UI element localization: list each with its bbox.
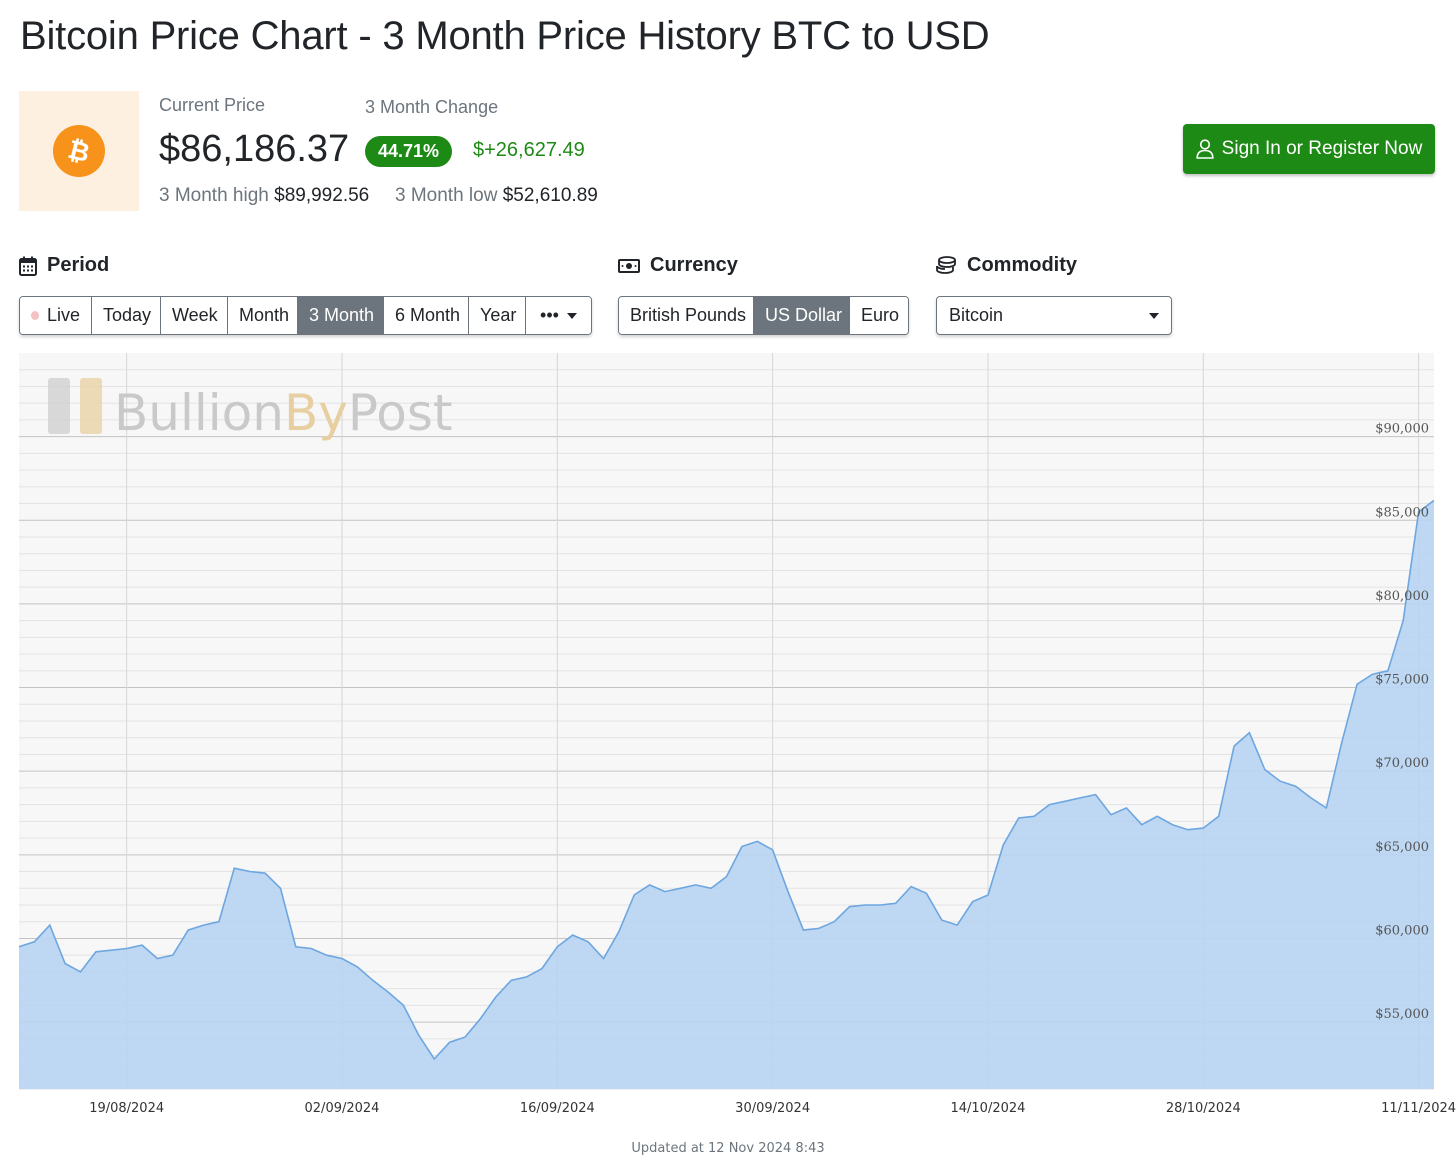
current-price: $86,186.37 [159, 128, 350, 170]
period-today-button[interactable]: Today [92, 297, 161, 334]
y-tick-label: $85,000 [1375, 505, 1429, 520]
y-tick-label: $60,000 [1375, 923, 1429, 938]
price-chart[interactable]: BullionByPost $55,000 $60,000 $65,000 $70,0… [0, 350, 1456, 1130]
commodity-select[interactable]: Bitcoin [936, 296, 1172, 335]
high-label: 3 Month high [159, 185, 269, 206]
x-tick-label: 30/09/2024 [735, 1101, 810, 1116]
current-price-label: Current Price [159, 95, 266, 115]
watermark-part2: By [284, 384, 348, 442]
sign-in-register-button[interactable]: Sign In or Register Now [1183, 124, 1435, 174]
period-button-group: Live Today Week Month 3 Month 6 Month Ye… [19, 296, 592, 335]
live-dot-icon [31, 311, 39, 320]
watermark-logo: BullionByPost [48, 378, 452, 442]
bitcoin-icon: ₿ [53, 125, 105, 177]
period-6-month-button[interactable]: 6 Month [384, 297, 469, 334]
x-tick-label: 14/10/2024 [950, 1101, 1025, 1116]
price-line [18, 499, 1435, 1061]
caret-down-icon [566, 312, 577, 319]
low-label: 3 Month low [395, 185, 498, 206]
currency-heading-label: Currency [650, 254, 738, 276]
period-month-label: Month [239, 305, 290, 325]
currency-usd-button[interactable]: US Dollar [754, 297, 850, 334]
period-heading-label: Period [47, 254, 110, 276]
currency-button-group: British Pounds US Dollar Euro [618, 296, 909, 335]
period-today-label: Today [103, 305, 152, 325]
three-month-high: 3 Month high $89,992.56 [159, 185, 369, 207]
period-more-dropdown[interactable]: ••• [526, 297, 591, 334]
calendar-icon [19, 256, 37, 276]
y-tick-label: $80,000 [1375, 589, 1429, 604]
updated-timestamp: Updated at 12 Nov 2024 8:43 [631, 1141, 825, 1156]
three-month-low: 3 Month low $52,610.89 [395, 185, 598, 207]
period-3-month-label: 3 Month [309, 305, 375, 325]
commodity-heading: Commodity [935, 254, 1077, 277]
svg-text:₿: ₿ [65, 135, 93, 167]
currency-eur-label: Euro [861, 305, 900, 325]
change-percent-badge: 44.71% [365, 136, 453, 167]
currency-usd-label: US Dollar [765, 305, 843, 325]
user-icon [1196, 139, 1214, 159]
sign-in-label: Sign In or Register Now [1221, 138, 1423, 159]
x-tick-label: 11/11/2024 [1381, 1101, 1456, 1116]
money-bill-icon [618, 258, 640, 273]
low-value: $52,610.89 [502, 185, 598, 206]
y-tick-label: $65,000 [1375, 840, 1429, 855]
currency-heading: Currency [618, 254, 738, 277]
period-month-button[interactable]: Month [228, 297, 298, 334]
coins-icon [936, 255, 956, 274]
period-6-month-label: 6 Month [395, 305, 461, 325]
y-tick-label: $90,000 [1375, 422, 1429, 437]
price-area-fill [19, 500, 1434, 1089]
currency-gbp-label: British Pounds [630, 305, 747, 325]
watermark-part1: Bullion [114, 384, 284, 442]
commodity-selected-value: Bitcoin [949, 305, 1004, 325]
period-year-button[interactable]: Year [469, 297, 526, 334]
price-chart-svg: BullionByPost $55,000 $60,000 $65,000 $70,0… [18, 353, 1456, 1116]
y-tick-label: $75,000 [1375, 673, 1429, 688]
page-title: Bitcoin Price Chart - 3 Month Price Hist… [20, 14, 990, 58]
high-value: $89,992.56 [274, 185, 370, 206]
period-week-label: Week [172, 305, 218, 325]
period-live-label: Live [46, 305, 80, 325]
y-tick-label: $55,000 [1375, 1007, 1429, 1022]
currency-gbp-button[interactable]: British Pounds [619, 297, 754, 334]
watermark-part3: Post [348, 384, 453, 442]
x-tick-label: 28/10/2024 [1166, 1101, 1241, 1116]
more-dots-label: ••• [540, 305, 559, 325]
watermark-bar-silver-icon [48, 378, 70, 434]
change-amount: $+26,627.49 [473, 139, 585, 161]
change-label: 3 Month Change [365, 97, 499, 117]
watermark-bar-gold-icon [80, 378, 102, 434]
y-tick-label: $70,000 [1375, 756, 1429, 771]
period-3-month-button[interactable]: 3 Month [298, 297, 384, 334]
x-tick-label: 02/09/2024 [305, 1101, 380, 1116]
period-week-button[interactable]: Week [161, 297, 228, 334]
watermark-text: BullionByPost [114, 384, 452, 442]
x-tick-label: 19/08/2024 [89, 1101, 164, 1116]
commodity-heading-label: Commodity [967, 254, 1077, 276]
bitcoin-logo-box: ₿ [19, 91, 139, 211]
period-heading: Period [19, 254, 109, 277]
period-year-label: Year [480, 305, 517, 325]
x-tick-label: 16/09/2024 [520, 1101, 595, 1116]
currency-eur-button[interactable]: Euro [850, 297, 908, 334]
caret-down-icon [1149, 312, 1159, 319]
period-live-button[interactable]: Live [20, 297, 92, 334]
